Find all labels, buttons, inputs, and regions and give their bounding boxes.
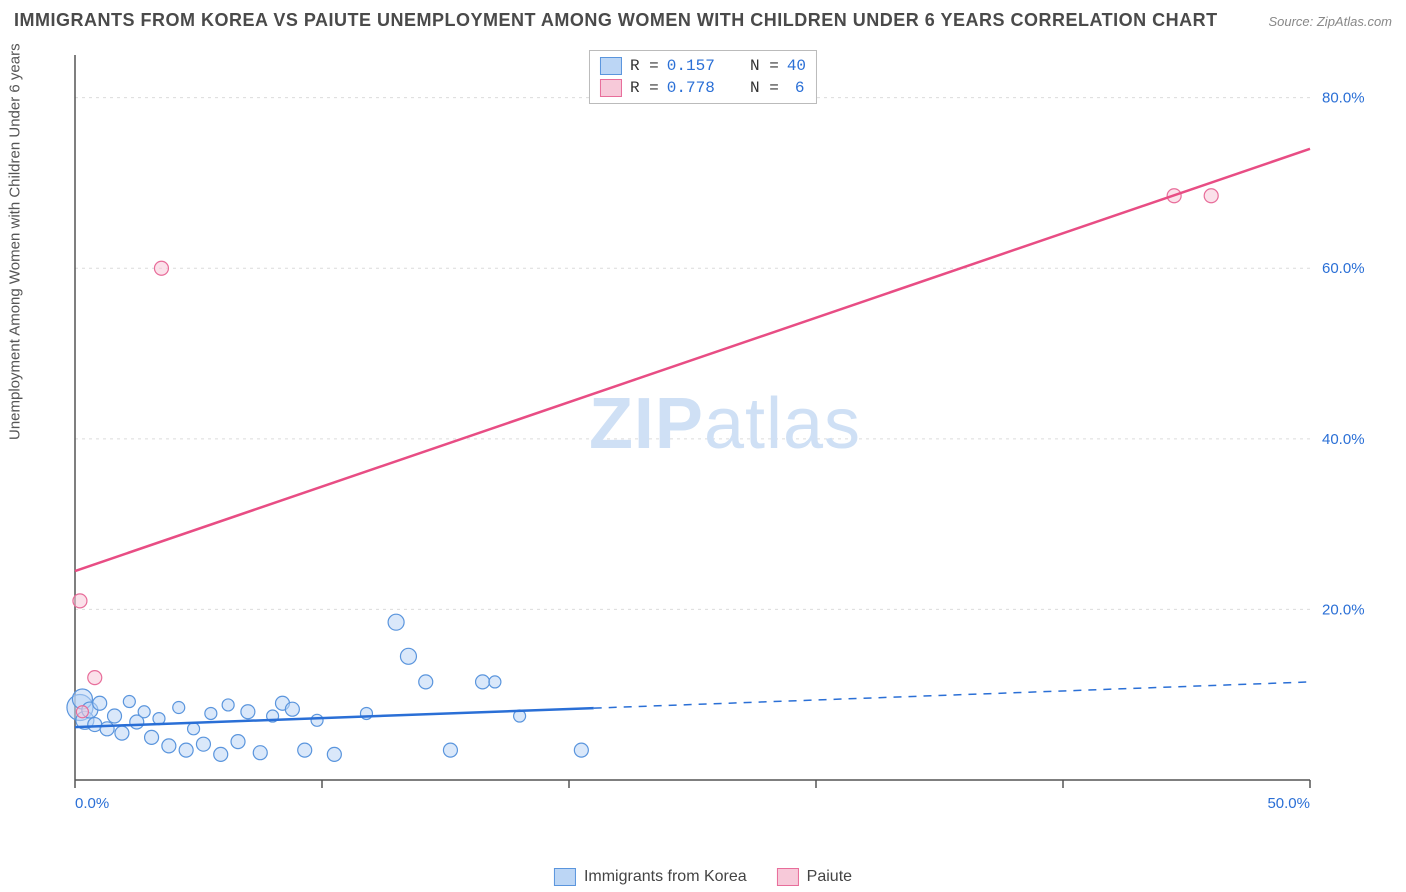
legend-r-prefix: R = [630,55,659,77]
legend-r-prefix-2: R = [630,77,659,99]
svg-text:80.0%: 80.0% [1322,90,1365,107]
svg-text:60.0%: 60.0% [1322,260,1365,277]
legend-swatch-series-2 [777,868,799,886]
legend-row-1: R = 0.157 N = 40 [600,55,806,77]
legend-r-value-2: 0.778 [667,77,715,99]
legend-series: Immigrants from Korea Paiute [554,868,852,886]
legend-label-2: Paiute [807,868,852,886]
chart-svg: 0.0% 50.0% 20.0% 40.0% 60.0% 80.0% [60,45,1390,835]
svg-text:40.0%: 40.0% [1322,431,1365,448]
plot-area: 0.0%50.0%20.0%40.0%60.0%80.0% ZIPatlas [60,45,1390,835]
svg-text:50.0%: 50.0% [1267,795,1310,812]
legend-row-2: R = 0.778 N = 6 [600,77,806,99]
y-axis-label: Unemployment Among Women with Children U… [7,43,24,440]
legend-item-2: Paiute [777,868,852,886]
legend-label-1: Immigrants from Korea [584,868,747,886]
legend-correlation: R = 0.157 N = 40 R = 0.778 N = 6 [589,50,817,104]
legend-r-value-1: 0.157 [667,55,715,77]
legend-swatch-series-1 [554,868,576,886]
legend-item-1: Immigrants from Korea [554,868,747,886]
chart-title: IMMIGRANTS FROM KOREA VS PAIUTE UNEMPLOY… [14,10,1218,31]
legend-swatch-1 [600,57,622,75]
svg-text:20.0%: 20.0% [1322,601,1365,618]
legend-n-value-2: 6 [787,77,805,99]
legend-swatch-2 [600,79,622,97]
legend-n-prefix-2: N = [750,77,779,99]
source-label: Source: ZipAtlas.com [1268,14,1392,29]
svg-text:0.0%: 0.0% [75,795,109,812]
legend-n-prefix: N = [750,55,779,77]
legend-n-value-1: 40 [787,55,806,77]
